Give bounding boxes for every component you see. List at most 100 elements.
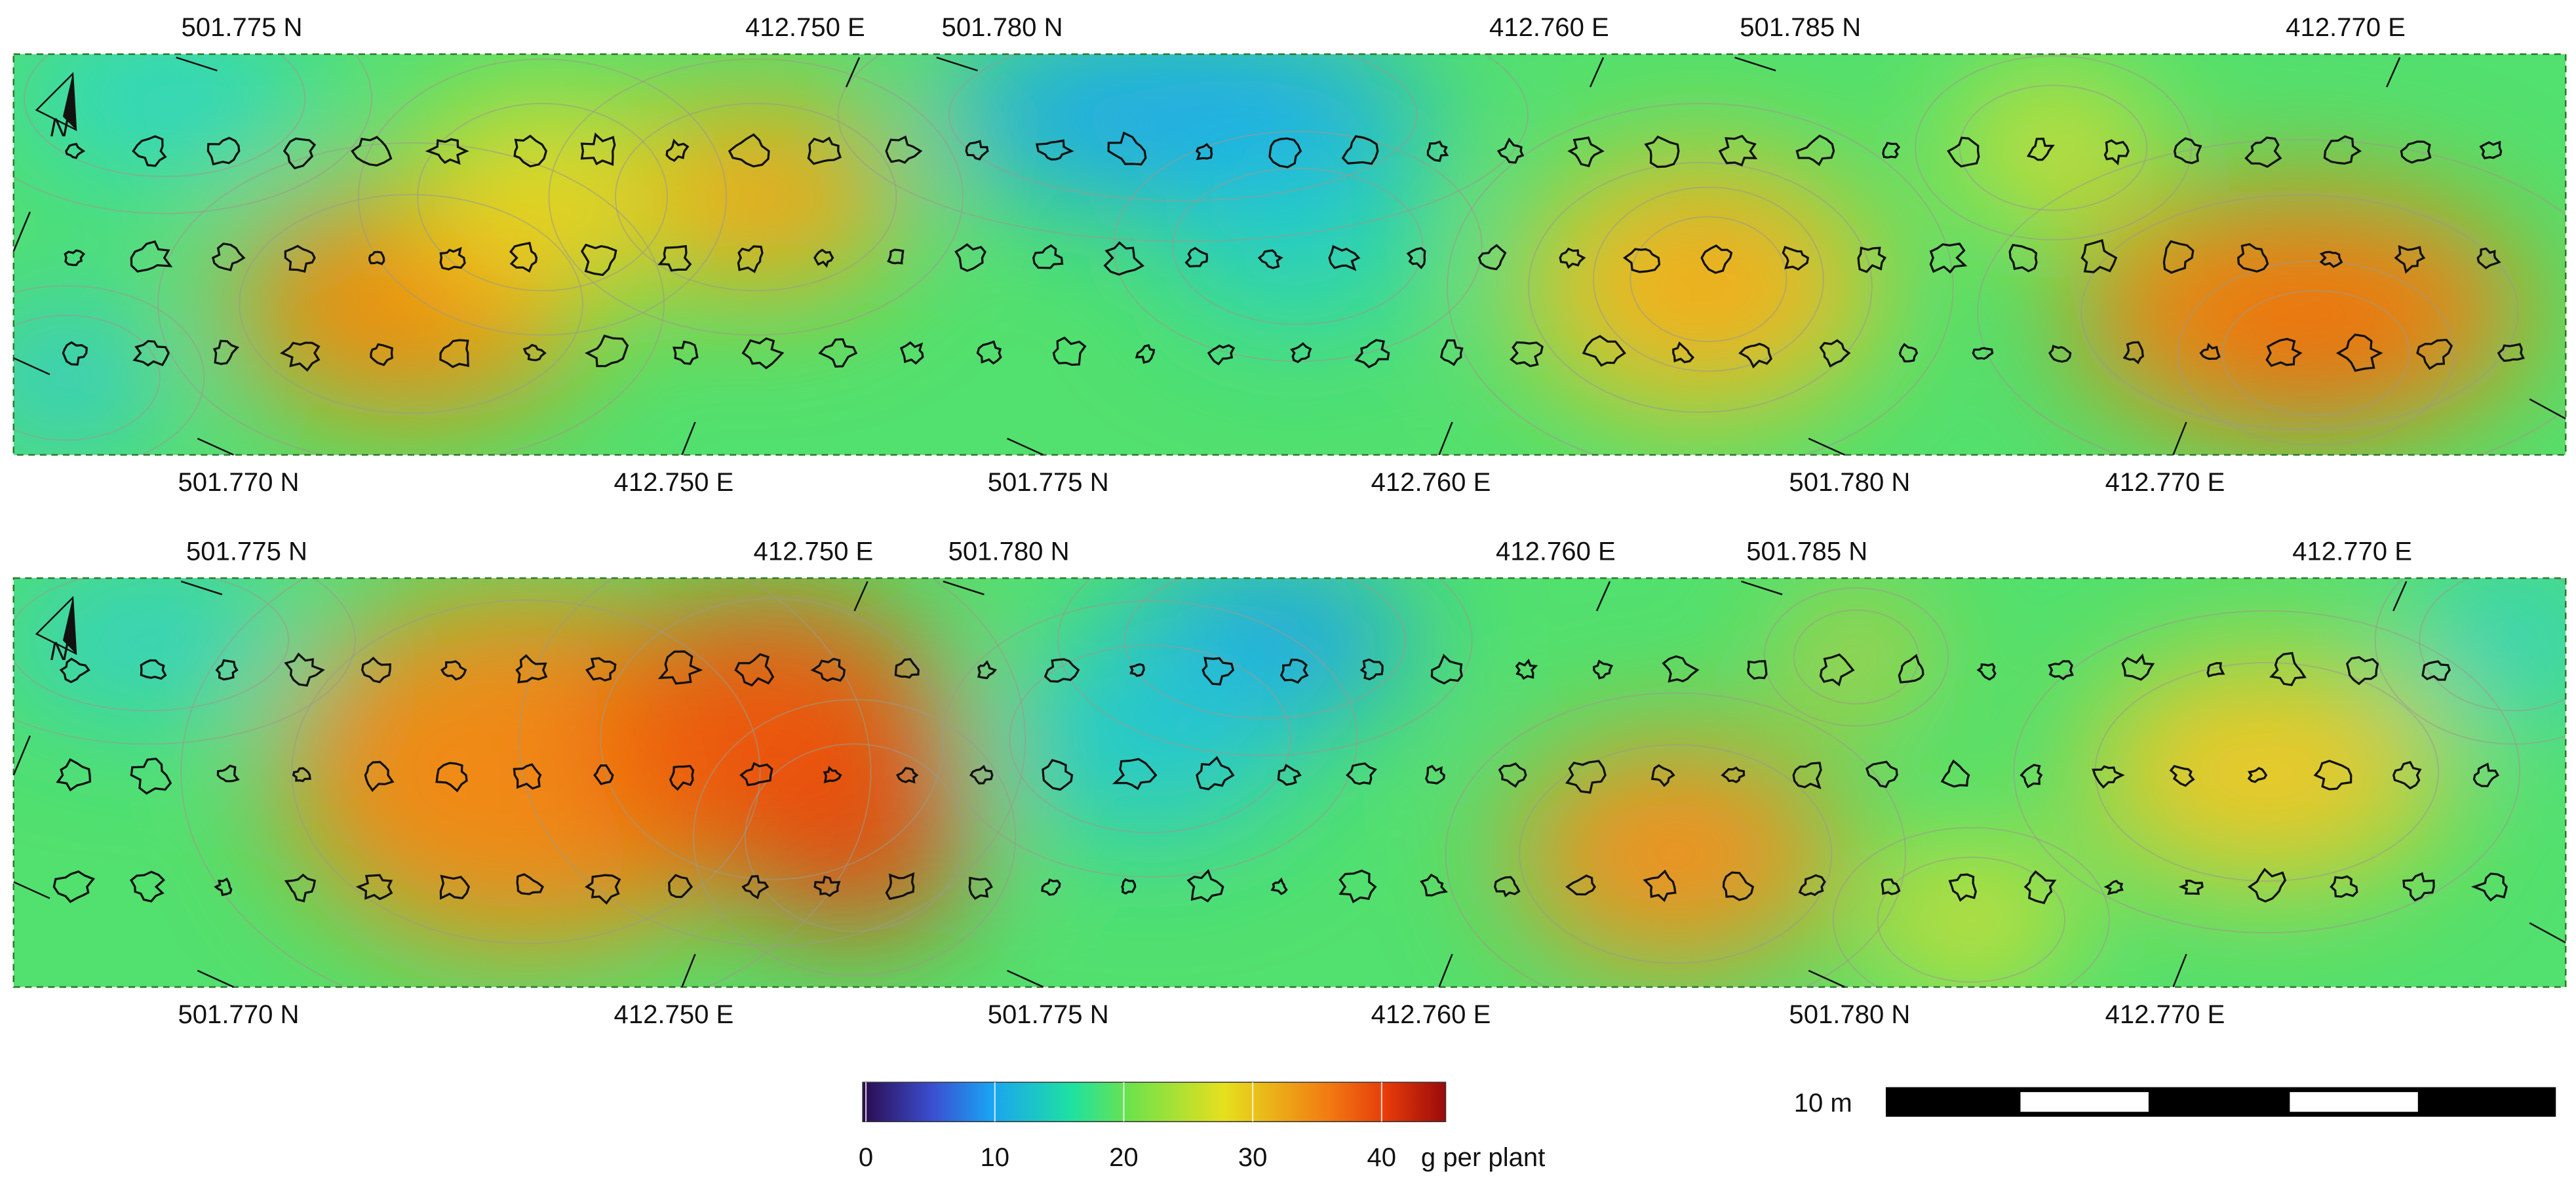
plant-outline xyxy=(580,243,617,277)
plant-outline xyxy=(739,762,773,787)
plant-outline xyxy=(2421,660,2451,681)
plant-outline xyxy=(2247,766,2268,783)
colorbar-tick-label: 40 xyxy=(1367,1143,1397,1172)
north-arrow-outline xyxy=(35,71,77,132)
plant-outline xyxy=(1129,663,1145,677)
plant-outline xyxy=(283,137,317,170)
plant-outline xyxy=(2402,872,2435,902)
plant-outline xyxy=(1032,244,1064,269)
plant-outline xyxy=(585,657,617,682)
plant-outline xyxy=(2269,652,2307,686)
plant-outline xyxy=(1277,764,1302,786)
coordinate-label: 412.760 E xyxy=(1489,13,1609,42)
plant-outline xyxy=(1052,336,1087,366)
map-panel xyxy=(13,577,2566,987)
plant-outline xyxy=(2330,875,2358,898)
coordinate-tick xyxy=(12,211,31,252)
plant-outline xyxy=(2092,765,2125,789)
plant-outline xyxy=(810,657,846,682)
plant-outline xyxy=(2199,343,2221,361)
plant-outline xyxy=(435,762,468,792)
plant-outline xyxy=(1420,873,1449,897)
coordinate-tick xyxy=(1741,580,1783,596)
contour-line xyxy=(2419,577,2566,712)
coordinate-label: 501.780 N xyxy=(942,13,1063,42)
coordinate-tick xyxy=(1595,581,1611,612)
coordinate-tick xyxy=(2172,954,2187,988)
plant-outline xyxy=(216,764,240,783)
contour-line xyxy=(180,577,872,987)
plant-outline xyxy=(672,340,699,365)
plant-outline xyxy=(1112,758,1158,790)
plant-outline xyxy=(1718,134,1758,166)
plant-outline xyxy=(1135,344,1156,364)
contour-line xyxy=(291,599,761,945)
coordinate-tick xyxy=(845,57,861,88)
heat-blob xyxy=(1790,608,1922,707)
coordinate-label: 501.785 N xyxy=(1746,537,1867,566)
coordinate-tick xyxy=(2529,398,2566,420)
plant-outline xyxy=(351,136,393,166)
plant-outline xyxy=(132,340,170,367)
plant-outline xyxy=(580,132,616,166)
plant-outline xyxy=(1898,343,1919,362)
contour-line xyxy=(2094,661,2440,882)
plant-outline xyxy=(1898,653,1924,684)
plant-outline xyxy=(1650,764,1675,787)
plant-outline xyxy=(1341,135,1379,165)
plant-outline xyxy=(1593,659,1614,680)
plant-outline xyxy=(1195,143,1213,161)
heat-blob xyxy=(1002,640,1298,838)
colorbar-tick-label: 0 xyxy=(859,1143,873,1172)
plant-outline xyxy=(2244,136,2282,168)
plant-outline xyxy=(1782,245,1810,271)
contour-line xyxy=(1977,139,2566,456)
plant-outline xyxy=(1494,876,1521,898)
contour-line xyxy=(948,54,1418,202)
plant-outline xyxy=(1354,339,1390,368)
plant-outline xyxy=(728,133,770,168)
plant-outline xyxy=(1972,347,1994,360)
plant-outline xyxy=(2080,239,2118,273)
heat-blob xyxy=(2086,657,2448,887)
plant-outline xyxy=(657,244,692,272)
contour-line xyxy=(13,577,290,712)
plant-outline xyxy=(1196,756,1235,790)
contour-line xyxy=(417,102,668,292)
plant-outline xyxy=(1721,766,1746,783)
plant-outline xyxy=(1121,878,1137,895)
plant-outline xyxy=(954,243,986,272)
plant-outline xyxy=(965,140,989,161)
coordinate-label: 501.770 N xyxy=(178,468,299,497)
coordinate-label: 412.770 E xyxy=(2286,13,2406,42)
contour-line xyxy=(357,58,728,336)
coordinate-tick xyxy=(1734,56,1776,71)
contour-line xyxy=(239,193,583,414)
scale-bar-segment xyxy=(2290,1092,2418,1112)
coordinate-label: 501.775 N xyxy=(988,1000,1109,1029)
plant-outline xyxy=(667,874,693,899)
plant-outline xyxy=(2174,137,2202,165)
plant-outline xyxy=(2400,140,2432,164)
plant-outline xyxy=(1328,244,1361,271)
plant-outline xyxy=(669,764,695,791)
plant-outline xyxy=(1186,868,1224,903)
plant-outline xyxy=(734,653,775,687)
plant-outline xyxy=(516,873,545,895)
heat-blob xyxy=(1872,853,2070,986)
coordinate-label: 501.770 N xyxy=(178,1000,299,1029)
plant-outline xyxy=(361,656,391,684)
plant-outline xyxy=(2122,341,2145,364)
plant-outline xyxy=(65,142,86,159)
heat-blob xyxy=(2217,287,2415,419)
plant-outline xyxy=(1582,334,1627,367)
plant-outline xyxy=(1940,759,1970,788)
plant-outline xyxy=(2237,243,2269,273)
plant-outline xyxy=(1510,341,1544,368)
contour-line xyxy=(600,598,945,880)
heat-blob xyxy=(1166,164,1430,329)
plant-outline xyxy=(2394,244,2426,274)
plant-outline xyxy=(370,343,393,366)
plant-outline xyxy=(1515,658,1538,680)
